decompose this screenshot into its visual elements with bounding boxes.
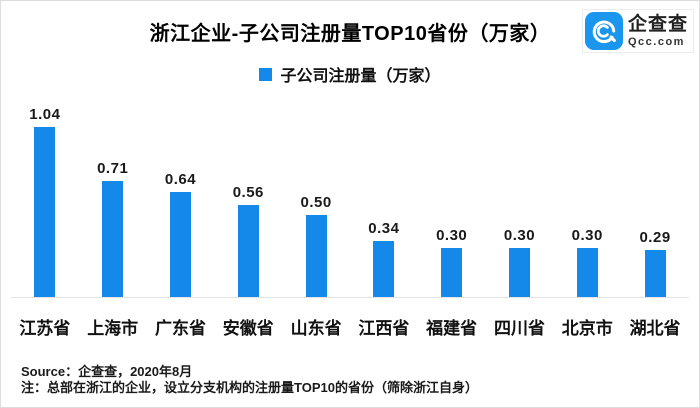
bar-value-label: 0.30 [571, 227, 603, 244]
bar-value-label: 0.30 [503, 227, 536, 244]
bar-value-label: 1.04 [29, 106, 61, 123]
bar-slot: 0.34 [350, 101, 418, 297]
category-label: 四川省 [493, 319, 545, 338]
bar [644, 250, 666, 297]
chart-title: 浙江企业-子公司注册量TOP10省份（万家） [149, 23, 551, 45]
bar-value-label: 0.50 [300, 194, 332, 211]
bar [102, 181, 124, 297]
note-line: 注：总部在浙江的企业，设立分支机构的注册量TOP10的省份（筛除浙江自身） [21, 380, 478, 395]
category-label: 广东省 [154, 319, 206, 338]
bar-value-label: 0.34 [368, 220, 400, 237]
bar-slot: 0.56 [214, 101, 282, 297]
category-label: 湖北省 [629, 319, 681, 338]
bar-value-label: 0.30 [436, 227, 468, 244]
category-label: 江西省 [358, 319, 410, 338]
bar-slot: 0.71 [79, 101, 147, 297]
category-label: 上海市 [87, 319, 139, 338]
bar-value-label: 0.71 [97, 160, 129, 177]
bar-value-label: 0.64 [164, 171, 197, 188]
category-label: 山东省 [290, 319, 342, 338]
category-label: 安徽省 [222, 319, 274, 338]
category-axis: 江苏省 上海市 广东省 安徽省 山东省 江西省 福建省 四川省 北京市 湖北省 [11, 314, 689, 339]
source-line: Source：企查查，2020年8月 [21, 364, 193, 379]
bar [169, 192, 191, 297]
chart-footer: Source：企查查，2020年8月 注：总部在浙江的企业，设立分支机构的注册量… [21, 364, 478, 396]
bar [237, 205, 259, 297]
category-label: 江苏省 [19, 319, 71, 338]
bar-slot: 0.29 [621, 101, 689, 297]
category-label: 北京市 [561, 319, 613, 338]
bar [441, 248, 463, 297]
bar-slot: 0.30 [486, 101, 554, 297]
chart-legend: 子公司注册量（万家） [1, 62, 699, 86]
logo-name: 企查查 [627, 13, 688, 35]
bar [373, 241, 395, 297]
logo-domain: Qcc.com [627, 35, 685, 48]
bar [34, 127, 56, 297]
bar-slot: 1.04 [11, 101, 79, 297]
qcc-swirl-icon [584, 12, 623, 50]
bar-slot: 0.64 [147, 101, 215, 297]
logo-text: 企查查 Qcc.com [628, 14, 688, 49]
bar-slot: 0.30 [418, 101, 486, 297]
category-label: 福建省 [426, 319, 478, 338]
bar [576, 248, 598, 297]
bar [305, 215, 327, 297]
bar-value-label: 0.56 [232, 184, 264, 201]
legend-label: 子公司注册量（万家） [280, 68, 441, 85]
bar [508, 248, 530, 297]
legend-swatch [259, 67, 273, 81]
bar-value-label: 0.29 [639, 229, 671, 246]
bar-slot: 0.30 [553, 101, 621, 297]
plot-area: 1.04 0.71 0.64 0.56 0.50 0.34 0.30 0.30 0.30 0.29 [11, 101, 689, 298]
qcc-logo: 企查查 Qcc.com [581, 9, 694, 53]
bar-slot: 0.50 [282, 101, 350, 297]
